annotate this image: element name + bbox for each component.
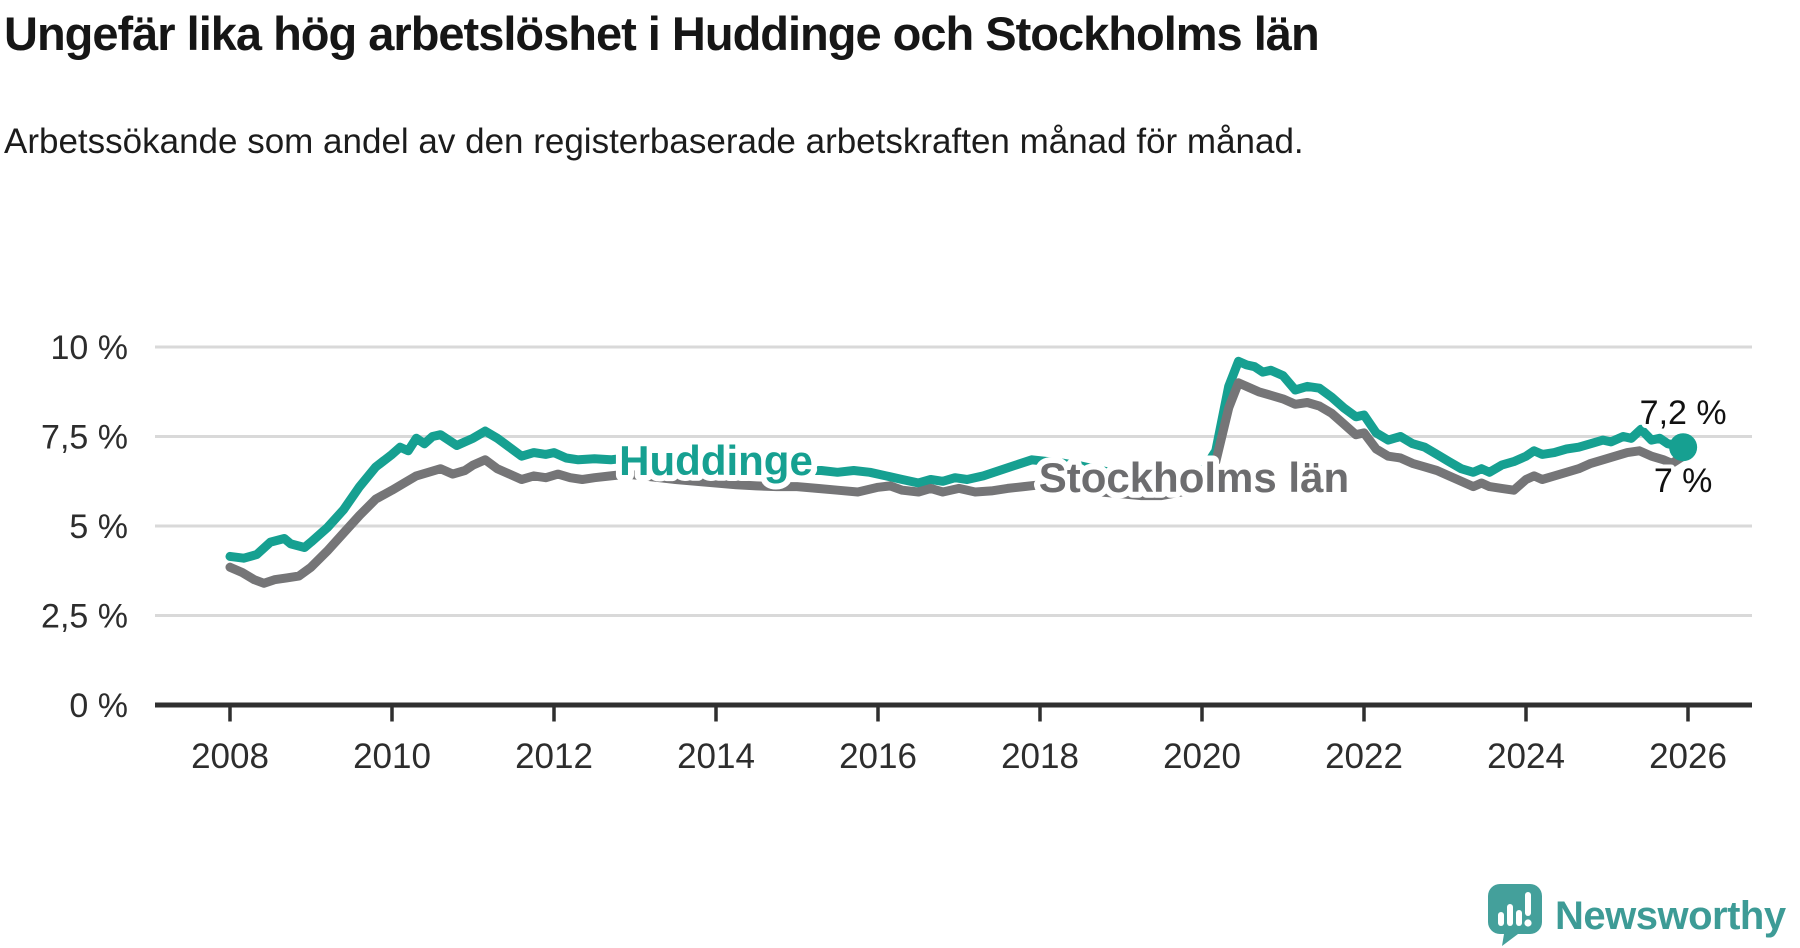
newsworthy-logo-icon — [1488, 884, 1542, 946]
page-title: Ungefär lika hög arbetslöshet i Huddinge… — [4, 7, 1320, 60]
x-axis-tick — [390, 707, 394, 722]
x-axis-line — [155, 702, 1752, 708]
series-line-stockholms-lan — [225, 378, 1688, 588]
y-tick-label: 7,5 % — [41, 419, 128, 457]
x-tick-label: 2014 — [677, 737, 755, 776]
end-value-label-stockholms-lan: 7 % — [1654, 462, 1713, 500]
x-tick-label: 2026 — [1649, 737, 1727, 776]
x-tick-label: 2018 — [1001, 737, 1079, 776]
series-line-huddinge — [225, 356, 1688, 563]
x-axis-tick — [228, 707, 232, 722]
x-axis-tick — [876, 707, 880, 722]
x-tick-label: 2016 — [839, 737, 917, 776]
x-axis-tick — [714, 707, 718, 722]
x-axis-tick — [1200, 707, 1204, 722]
x-axis-tick — [1686, 707, 1690, 722]
logo-bar-3 — [1516, 910, 1522, 926]
series-label-huddinge: Huddinge — [619, 437, 813, 484]
y-tick-label: 0 % — [69, 687, 128, 725]
x-axis-tick — [1524, 707, 1528, 722]
x-axis-tick — [552, 707, 556, 722]
newsworthy-logo: Newsworthy — [1488, 884, 1786, 948]
x-axis-tick — [1362, 707, 1366, 722]
y-tick-label: 5 % — [69, 508, 128, 546]
x-axis-tick — [1038, 707, 1042, 722]
logo-exclamation-stem — [1525, 892, 1531, 916]
page-subtitle: Arbetssökande som andel av den registerb… — [4, 122, 1304, 161]
newsworthy-brand-text: Newsworthy — [1555, 893, 1786, 938]
logo-bar-1 — [1498, 912, 1504, 926]
logo-exclamation-dot — [1524, 919, 1532, 927]
x-tick-label: 2008 — [191, 737, 269, 776]
x-tick-label: 2022 — [1325, 737, 1403, 776]
logo-bubble-shape — [1488, 884, 1542, 946]
x-tick-label: 2012 — [515, 737, 593, 776]
x-tick-label: 2020 — [1163, 737, 1241, 776]
series-label-stockholms-lan: Stockholms län — [1039, 454, 1349, 501]
end-value-label-huddinge: 7,2 % — [1640, 394, 1727, 432]
y-tick-label: 2,5 % — [41, 598, 128, 636]
x-tick-label: 2010 — [353, 737, 431, 776]
y-tick-label: 10 % — [51, 329, 129, 367]
x-tick-label: 2024 — [1487, 737, 1565, 776]
latest-point-dot — [1669, 433, 1698, 462]
logo-bar-2 — [1507, 904, 1513, 926]
